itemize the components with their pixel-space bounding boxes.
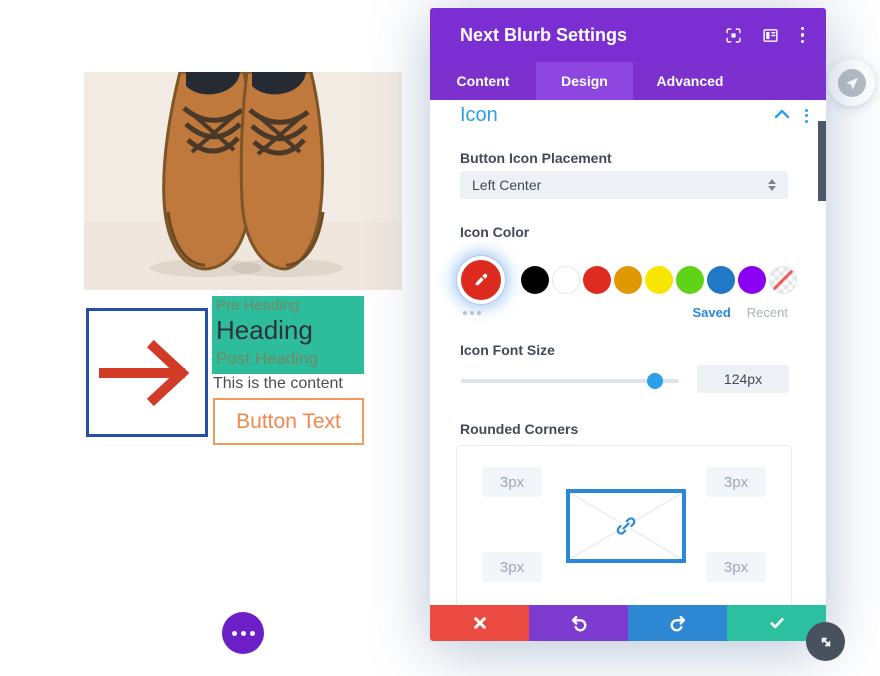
- link-corners-toggle[interactable]: [566, 489, 686, 563]
- blurb-button[interactable]: Button Text: [213, 398, 364, 445]
- eyedropper-swatch[interactable]: [457, 256, 505, 304]
- placement-select[interactable]: Left Center: [460, 171, 788, 199]
- modal-title: Next Blurb Settings: [460, 24, 628, 45]
- placement-value: Left Center: [472, 177, 542, 193]
- icon-font-size-label: Icon Font Size: [460, 342, 555, 358]
- undo-button[interactable]: [529, 605, 628, 641]
- arrow-right-icon: [99, 339, 190, 406]
- color-swatch-5fd317[interactable]: [676, 266, 704, 294]
- blurb-content-text: This is the content: [213, 375, 343, 392]
- corner-top-right-input[interactable]: 3px: [706, 467, 766, 497]
- modal-footer: [430, 605, 826, 641]
- check-icon: [769, 618, 784, 629]
- modal-header[interactable]: Next Blurb Settings: [430, 8, 826, 62]
- close-icon: [473, 617, 486, 629]
- color-swatch-e09900[interactable]: [614, 266, 642, 294]
- font-size-value[interactable]: 124px: [697, 365, 789, 393]
- layout-icon[interactable]: [762, 27, 779, 44]
- resize-arrow-icon: [821, 637, 830, 646]
- more-dots-icon: [231, 630, 255, 636]
- corner-top-left-input[interactable]: 3px: [482, 467, 542, 497]
- corner-bottom-left-input[interactable]: 3px: [482, 552, 542, 582]
- link-icon: [616, 517, 636, 535]
- blurb-heading: Heading: [216, 315, 313, 345]
- undo-icon: [571, 615, 586, 632]
- color-swatch-8a00f0[interactable]: [738, 266, 766, 294]
- font-size-slider-thumb[interactable]: [647, 373, 664, 389]
- chevron-up-icon[interactable]: [774, 107, 790, 125]
- modal-content: Icon Button Icon Placement Left Center I…: [430, 100, 826, 605]
- color-swatch-e02b20[interactable]: [583, 266, 611, 294]
- redo-icon: [670, 615, 685, 632]
- tab-content[interactable]: Content: [456, 73, 510, 89]
- color-swatch-none[interactable]: [769, 266, 797, 294]
- color-swatch-000000[interactable]: [521, 266, 549, 294]
- rounded-corners-label: Rounded Corners: [460, 421, 579, 437]
- color-swatch-2178c4[interactable]: [707, 266, 735, 294]
- color-swatch-f7e600[interactable]: [645, 266, 673, 294]
- recent-tab[interactable]: Recent: [746, 305, 788, 320]
- globe-icon: [837, 68, 866, 97]
- blurb-pre-heading: Pre Heading: [216, 297, 300, 314]
- section-title-icon[interactable]: Icon: [460, 104, 498, 126]
- select-arrows-icon: [768, 179, 776, 191]
- redo-button[interactable]: [628, 605, 727, 641]
- blurb-icon-box[interactable]: [86, 308, 208, 437]
- rounded-corners-control: 3px 3px 3px 3px: [456, 445, 792, 605]
- color-swatch-ffffff[interactable]: [552, 266, 580, 294]
- corner-bottom-right-input[interactable]: 3px: [706, 552, 766, 582]
- blurb-post-heading: Post Heading: [216, 349, 319, 368]
- blurb-settings-modal: Next Blurb Settings: [430, 8, 826, 641]
- page-more-options-button[interactable]: [222, 612, 264, 654]
- eyedropper-icon: [475, 273, 488, 286]
- icon-color-label: Icon Color: [460, 224, 530, 240]
- more-colors-icon[interactable]: [463, 310, 692, 315]
- placement-label: Button Icon Placement: [460, 150, 612, 166]
- panel-scrollbar[interactable]: [818, 121, 826, 201]
- tab-design[interactable]: Design: [536, 62, 633, 100]
- modal-tabbar: Content Design Advanced: [430, 62, 826, 100]
- swatch-list: [457, 252, 800, 308]
- kebab-menu-icon[interactable]: [799, 25, 807, 46]
- globe-floating-button[interactable]: [828, 59, 875, 106]
- blurb-headings-box[interactable]: Pre Heading Heading Post Heading: [212, 296, 364, 374]
- saved-tab[interactable]: Saved: [692, 305, 731, 320]
- resize-handle-button[interactable]: [806, 622, 845, 661]
- focus-icon[interactable]: [725, 27, 742, 44]
- shoes-photo: [84, 70, 402, 290]
- discard-button[interactable]: [430, 605, 529, 641]
- tab-advanced[interactable]: Advanced: [656, 73, 724, 89]
- section-kebab-icon[interactable]: [803, 107, 810, 125]
- font-size-slider[interactable]: [461, 373, 679, 389]
